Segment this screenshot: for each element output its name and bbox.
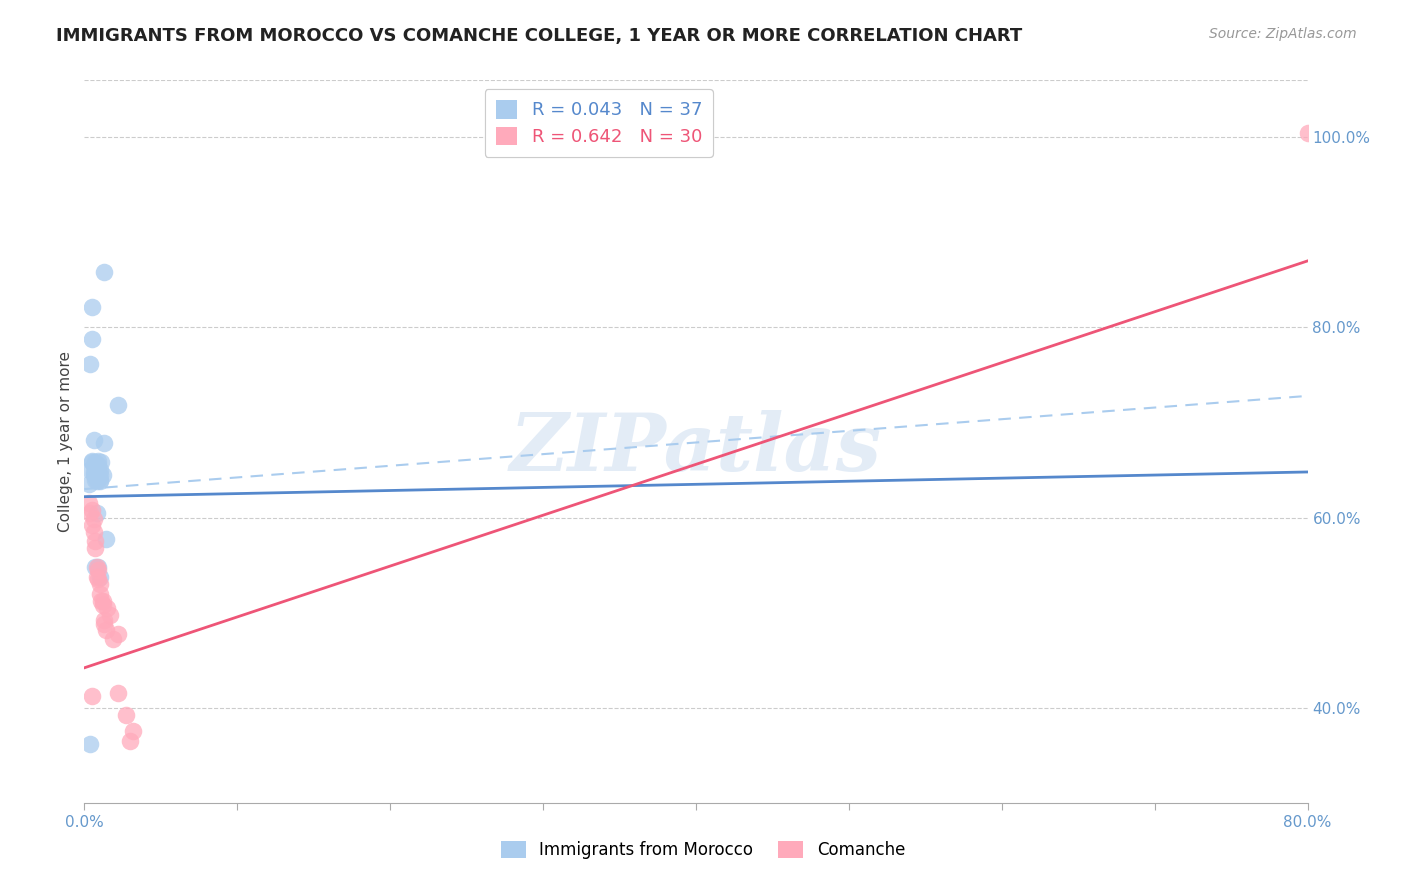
Point bbox=[89, 463, 111, 477]
Point bbox=[87, 465, 110, 479]
Point bbox=[77, 477, 100, 491]
Point bbox=[80, 332, 103, 346]
Point bbox=[87, 560, 110, 574]
Point bbox=[79, 357, 101, 371]
Point bbox=[93, 436, 115, 450]
Point bbox=[90, 455, 112, 469]
Point bbox=[107, 686, 129, 700]
Point bbox=[86, 475, 108, 489]
Legend: R = 0.043   N = 37, R = 0.642   N = 30: R = 0.043 N = 37, R = 0.642 N = 30 bbox=[485, 89, 713, 157]
Point bbox=[86, 560, 108, 574]
Point bbox=[83, 467, 105, 482]
Point bbox=[107, 626, 129, 640]
Point bbox=[83, 458, 105, 473]
Point bbox=[86, 470, 108, 484]
Point bbox=[93, 613, 115, 627]
Point bbox=[91, 594, 114, 608]
Point bbox=[80, 455, 103, 469]
Point bbox=[91, 467, 114, 482]
Point bbox=[93, 265, 115, 279]
Point bbox=[89, 473, 111, 487]
Point bbox=[83, 512, 105, 526]
Point bbox=[98, 607, 121, 622]
Point bbox=[84, 455, 107, 469]
Point bbox=[89, 475, 111, 489]
Point bbox=[87, 563, 110, 577]
Point bbox=[86, 461, 108, 475]
Point bbox=[94, 532, 117, 546]
Text: IMMIGRANTS FROM MOROCCO VS COMANCHE COLLEGE, 1 YEAR OR MORE CORRELATION CHART: IMMIGRANTS FROM MOROCCO VS COMANCHE COLL… bbox=[56, 27, 1022, 45]
Point bbox=[80, 453, 103, 467]
Point bbox=[79, 463, 101, 477]
Point bbox=[89, 577, 111, 591]
Legend: Immigrants from Morocco, Comanche: Immigrants from Morocco, Comanche bbox=[495, 834, 911, 866]
Point bbox=[114, 708, 136, 723]
Point bbox=[90, 594, 112, 608]
Point bbox=[80, 503, 103, 517]
Point bbox=[87, 573, 110, 587]
Point bbox=[91, 598, 114, 612]
Point bbox=[84, 541, 107, 555]
Point bbox=[103, 632, 125, 647]
Point bbox=[89, 569, 111, 583]
Point bbox=[80, 690, 103, 704]
Text: ZIPatlas: ZIPatlas bbox=[510, 410, 882, 488]
Point bbox=[83, 465, 105, 479]
Point bbox=[122, 724, 145, 739]
Text: Source: ZipAtlas.com: Source: ZipAtlas.com bbox=[1209, 27, 1357, 41]
Point bbox=[84, 467, 107, 482]
Point bbox=[84, 534, 107, 549]
Point bbox=[93, 617, 115, 632]
Point bbox=[120, 734, 142, 748]
Point bbox=[94, 623, 117, 637]
Point bbox=[79, 737, 101, 751]
Point bbox=[86, 465, 108, 479]
Point bbox=[96, 601, 118, 615]
Point bbox=[79, 506, 101, 520]
Point bbox=[84, 463, 107, 477]
Point bbox=[1296, 126, 1319, 140]
Y-axis label: College, 1 year or more: College, 1 year or more bbox=[58, 351, 73, 532]
Point bbox=[89, 467, 111, 482]
Point bbox=[84, 473, 107, 487]
Point bbox=[86, 506, 108, 520]
Point bbox=[86, 569, 108, 583]
Point bbox=[87, 458, 110, 473]
Point bbox=[107, 398, 129, 412]
Point bbox=[77, 496, 100, 510]
Point bbox=[87, 453, 110, 467]
Point bbox=[83, 524, 105, 539]
Point bbox=[89, 587, 111, 601]
Point bbox=[80, 518, 103, 533]
Point bbox=[83, 433, 105, 447]
Point bbox=[80, 300, 103, 314]
Point bbox=[84, 560, 107, 574]
